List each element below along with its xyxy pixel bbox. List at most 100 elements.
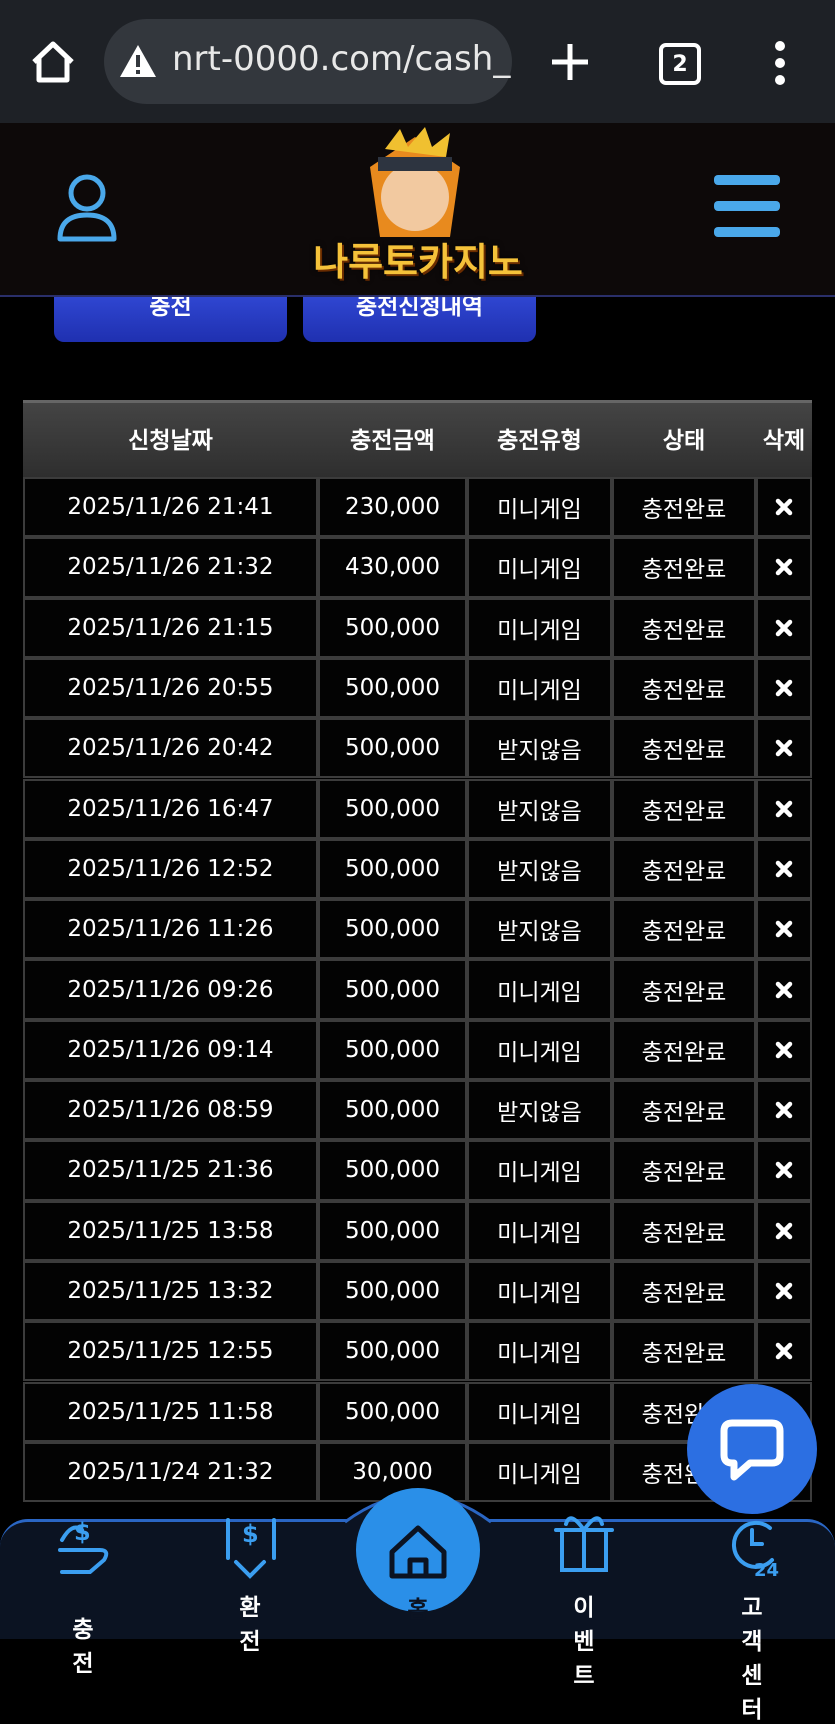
column-header: 삭제	[762, 427, 806, 454]
table-cell: 충전완료	[612, 597, 756, 658]
table-cell: 500,000	[318, 1381, 467, 1442]
table-cell: 500,000	[318, 1080, 467, 1141]
home-button[interactable]	[28, 40, 78, 84]
table-cell: 미니게임	[467, 1019, 612, 1080]
delete-icon	[775, 800, 793, 817]
table-cell: 미니게임	[467, 1321, 612, 1382]
delete-icon	[775, 860, 793, 878]
table-cell: 충전완료	[612, 1321, 756, 1382]
delete-button[interactable]	[756, 1200, 812, 1261]
nav-item[interactable]: 환전	[239, 1595, 261, 1655]
delete-button[interactable]	[756, 477, 812, 538]
table-cell: 2025/11/26 11:26	[23, 899, 318, 960]
table-cell: 500,000	[318, 718, 467, 779]
table-cell: 2025/11/25 12:55	[23, 1321, 318, 1382]
column-header: 충전금액	[350, 427, 435, 454]
table-cell: 500,000	[318, 1260, 467, 1322]
delete-button[interactable]	[756, 537, 812, 598]
table-cell: 500,000	[318, 959, 467, 1020]
table-cell: 2025/11/25 21:36	[23, 1140, 318, 1201]
table-cell: 230,000	[318, 477, 467, 538]
table-cell: 2025/11/26 09:14	[23, 1019, 318, 1080]
table-cell: 30,000	[318, 1441, 467, 1503]
delete-icon	[775, 1041, 793, 1059]
delete-button[interactable]	[756, 1080, 812, 1141]
delete-button[interactable]	[756, 838, 812, 900]
table-cell: 미니게임	[467, 537, 612, 598]
table-cell: 미니게임	[467, 477, 612, 538]
table-cell: 2025/11/25 13:32	[23, 1260, 318, 1322]
delete-icon	[775, 1343, 793, 1360]
table-cell: 충전완료	[612, 1080, 756, 1141]
nav-item[interactable]: 이벤트	[573, 1595, 595, 1689]
table-cell: 미니게임	[467, 1200, 612, 1261]
table-cell: 2025/11/26 12:52	[23, 838, 318, 900]
table-cell: 충전완료	[612, 537, 756, 598]
delete-button[interactable]	[756, 1260, 812, 1322]
table-cell: 미니게임	[467, 1140, 612, 1201]
delete-button[interactable]	[756, 778, 812, 839]
table-cell: 430,000	[318, 537, 467, 598]
table-cell: 미니게임	[467, 1441, 612, 1503]
table-cell: 500,000	[318, 1140, 467, 1201]
table-cell: 500,000	[318, 838, 467, 900]
delete-icon	[775, 1162, 793, 1179]
svg-text:$: $	[242, 1520, 259, 1548]
table-cell: 2025/11/25 11:58	[23, 1381, 318, 1442]
delete-icon	[775, 1222, 793, 1239]
table-cell: 충전완료	[612, 778, 756, 839]
table-cell: 충전완료	[612, 1200, 756, 1261]
table-cell: 충전완료	[612, 959, 756, 1020]
delete-button[interactable]	[756, 718, 812, 779]
table-cell: 충전완료	[612, 1260, 756, 1322]
table-cell: 2025/11/25 13:58	[23, 1200, 318, 1261]
svg-text:24: 24	[754, 1560, 779, 1581]
menu-button[interactable]	[770, 40, 790, 86]
nav-item[interactable]: 충전	[72, 1617, 94, 1677]
tab-count[interactable]: 2	[659, 43, 701, 85]
delete-button[interactable]	[756, 1140, 812, 1201]
delete-button[interactable]	[756, 1321, 812, 1382]
column-header: 충전유형	[497, 427, 582, 454]
delete-button[interactable]	[756, 597, 812, 658]
logo-text[interactable]: 나루토카지노	[313, 240, 523, 284]
nav-item[interactable]: 홈	[407, 1597, 429, 1623]
delete-icon	[775, 920, 793, 938]
table-cell: 충전완료	[612, 1019, 756, 1080]
nav-item[interactable]: 고객센터	[741, 1595, 763, 1723]
url-bar[interactable]: nrt-0000.com/cash_	[104, 19, 512, 104]
table-cell: 받지않음	[467, 718, 612, 779]
table-cell: 500,000	[318, 1200, 467, 1261]
hamburger-menu[interactable]	[714, 175, 780, 237]
new-tab[interactable]	[550, 42, 590, 82]
table-cell: 2025/11/26 16:47	[23, 778, 318, 839]
delete-button[interactable]	[756, 899, 812, 960]
user-icon[interactable]	[56, 173, 118, 243]
delete-button[interactable]	[756, 657, 812, 719]
table-cell: 미니게임	[467, 959, 612, 1020]
table-cell: 미니게임	[467, 1381, 612, 1442]
site-header: 나루토카지노	[0, 123, 835, 297]
logo-art	[370, 127, 460, 237]
delete-icon	[775, 559, 793, 576]
delete-button[interactable]	[756, 959, 812, 1020]
table-cell: 2025/11/26 08:59	[23, 1080, 318, 1141]
delete-icon	[775, 679, 793, 697]
delete-icon	[775, 619, 793, 636]
table-cell: 500,000	[318, 597, 467, 658]
table-cell: 미니게임	[467, 597, 612, 658]
table-cell: 미니게임	[467, 657, 612, 719]
table-cell: 2025/11/26 20:55	[23, 657, 318, 719]
table-cell: 충전완료	[612, 838, 756, 900]
table-header	[23, 400, 812, 478]
chat-button[interactable]	[687, 1384, 817, 1514]
delete-icon	[775, 1282, 793, 1300]
table-cell: 500,000	[318, 1321, 467, 1382]
table-cell: 2025/11/26 20:42	[23, 718, 318, 779]
delete-icon	[775, 498, 793, 516]
table-cell: 충전완료	[612, 899, 756, 960]
table-cell: 2025/11/24 21:32	[23, 1441, 318, 1503]
delete-icon	[775, 740, 793, 757]
delete-button[interactable]	[756, 1019, 812, 1080]
